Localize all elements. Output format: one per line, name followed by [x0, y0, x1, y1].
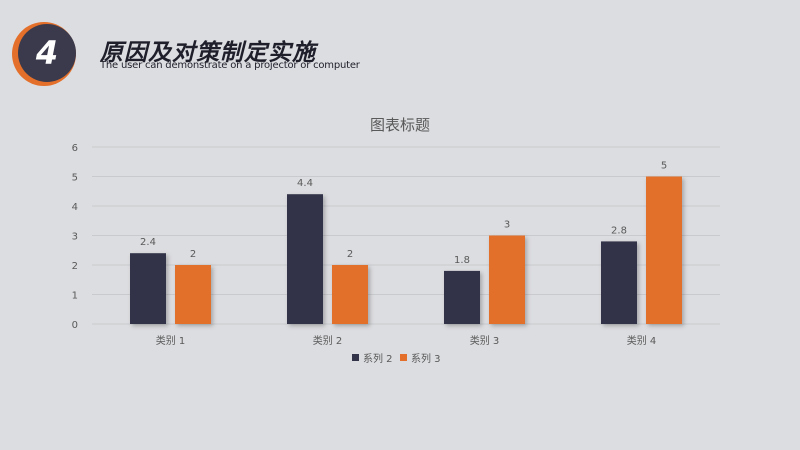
y-tick-label: 1: [72, 291, 78, 302]
legend-label: 系列 3: [411, 352, 441, 365]
x-tick-label: 类别 3: [470, 334, 500, 347]
bar-2-3: [489, 235, 525, 324]
y-tick-label: 0: [72, 320, 78, 331]
bar-2-1: [175, 265, 211, 324]
data-label: 2.4: [140, 237, 156, 248]
bar-1-2: [287, 194, 323, 324]
slide-title: 原因及对策制定实施: [100, 40, 316, 66]
legend-swatch: [400, 354, 407, 361]
bar-2-4: [646, 176, 682, 324]
y-tick-label: 4: [72, 202, 78, 213]
section-number-badge: 4: [12, 22, 76, 86]
bar-1-3: [444, 270, 480, 324]
y-tick-label: 5: [72, 173, 78, 184]
y-tick-label: 3: [72, 232, 78, 243]
data-label: 5: [661, 161, 667, 172]
section-number: 4: [35, 34, 59, 72]
data-label: 3: [504, 220, 510, 231]
x-tick-label: 类别 1: [156, 334, 186, 347]
data-label: 1.8: [454, 255, 470, 266]
legend-label: 系列 2: [363, 352, 393, 365]
bar-1-1: [130, 253, 166, 324]
x-tick-label: 类别 2: [313, 334, 343, 347]
data-label: 2: [347, 249, 353, 260]
y-tick-label: 2: [72, 261, 78, 272]
chart-title: 图表标题: [370, 116, 430, 134]
bar-1-4: [601, 241, 637, 324]
bar-2-2: [332, 265, 368, 324]
data-label: 2: [190, 249, 196, 260]
data-label: 4.4: [297, 178, 313, 189]
data-label: 2.8: [611, 225, 627, 236]
slide-subtitle: The user can demonstrate on a projector …: [100, 60, 360, 71]
x-tick-label: 类别 4: [627, 334, 657, 347]
legend-swatch: [352, 354, 359, 361]
badge-disc: [18, 24, 76, 82]
y-tick-label: 6: [72, 143, 78, 154]
